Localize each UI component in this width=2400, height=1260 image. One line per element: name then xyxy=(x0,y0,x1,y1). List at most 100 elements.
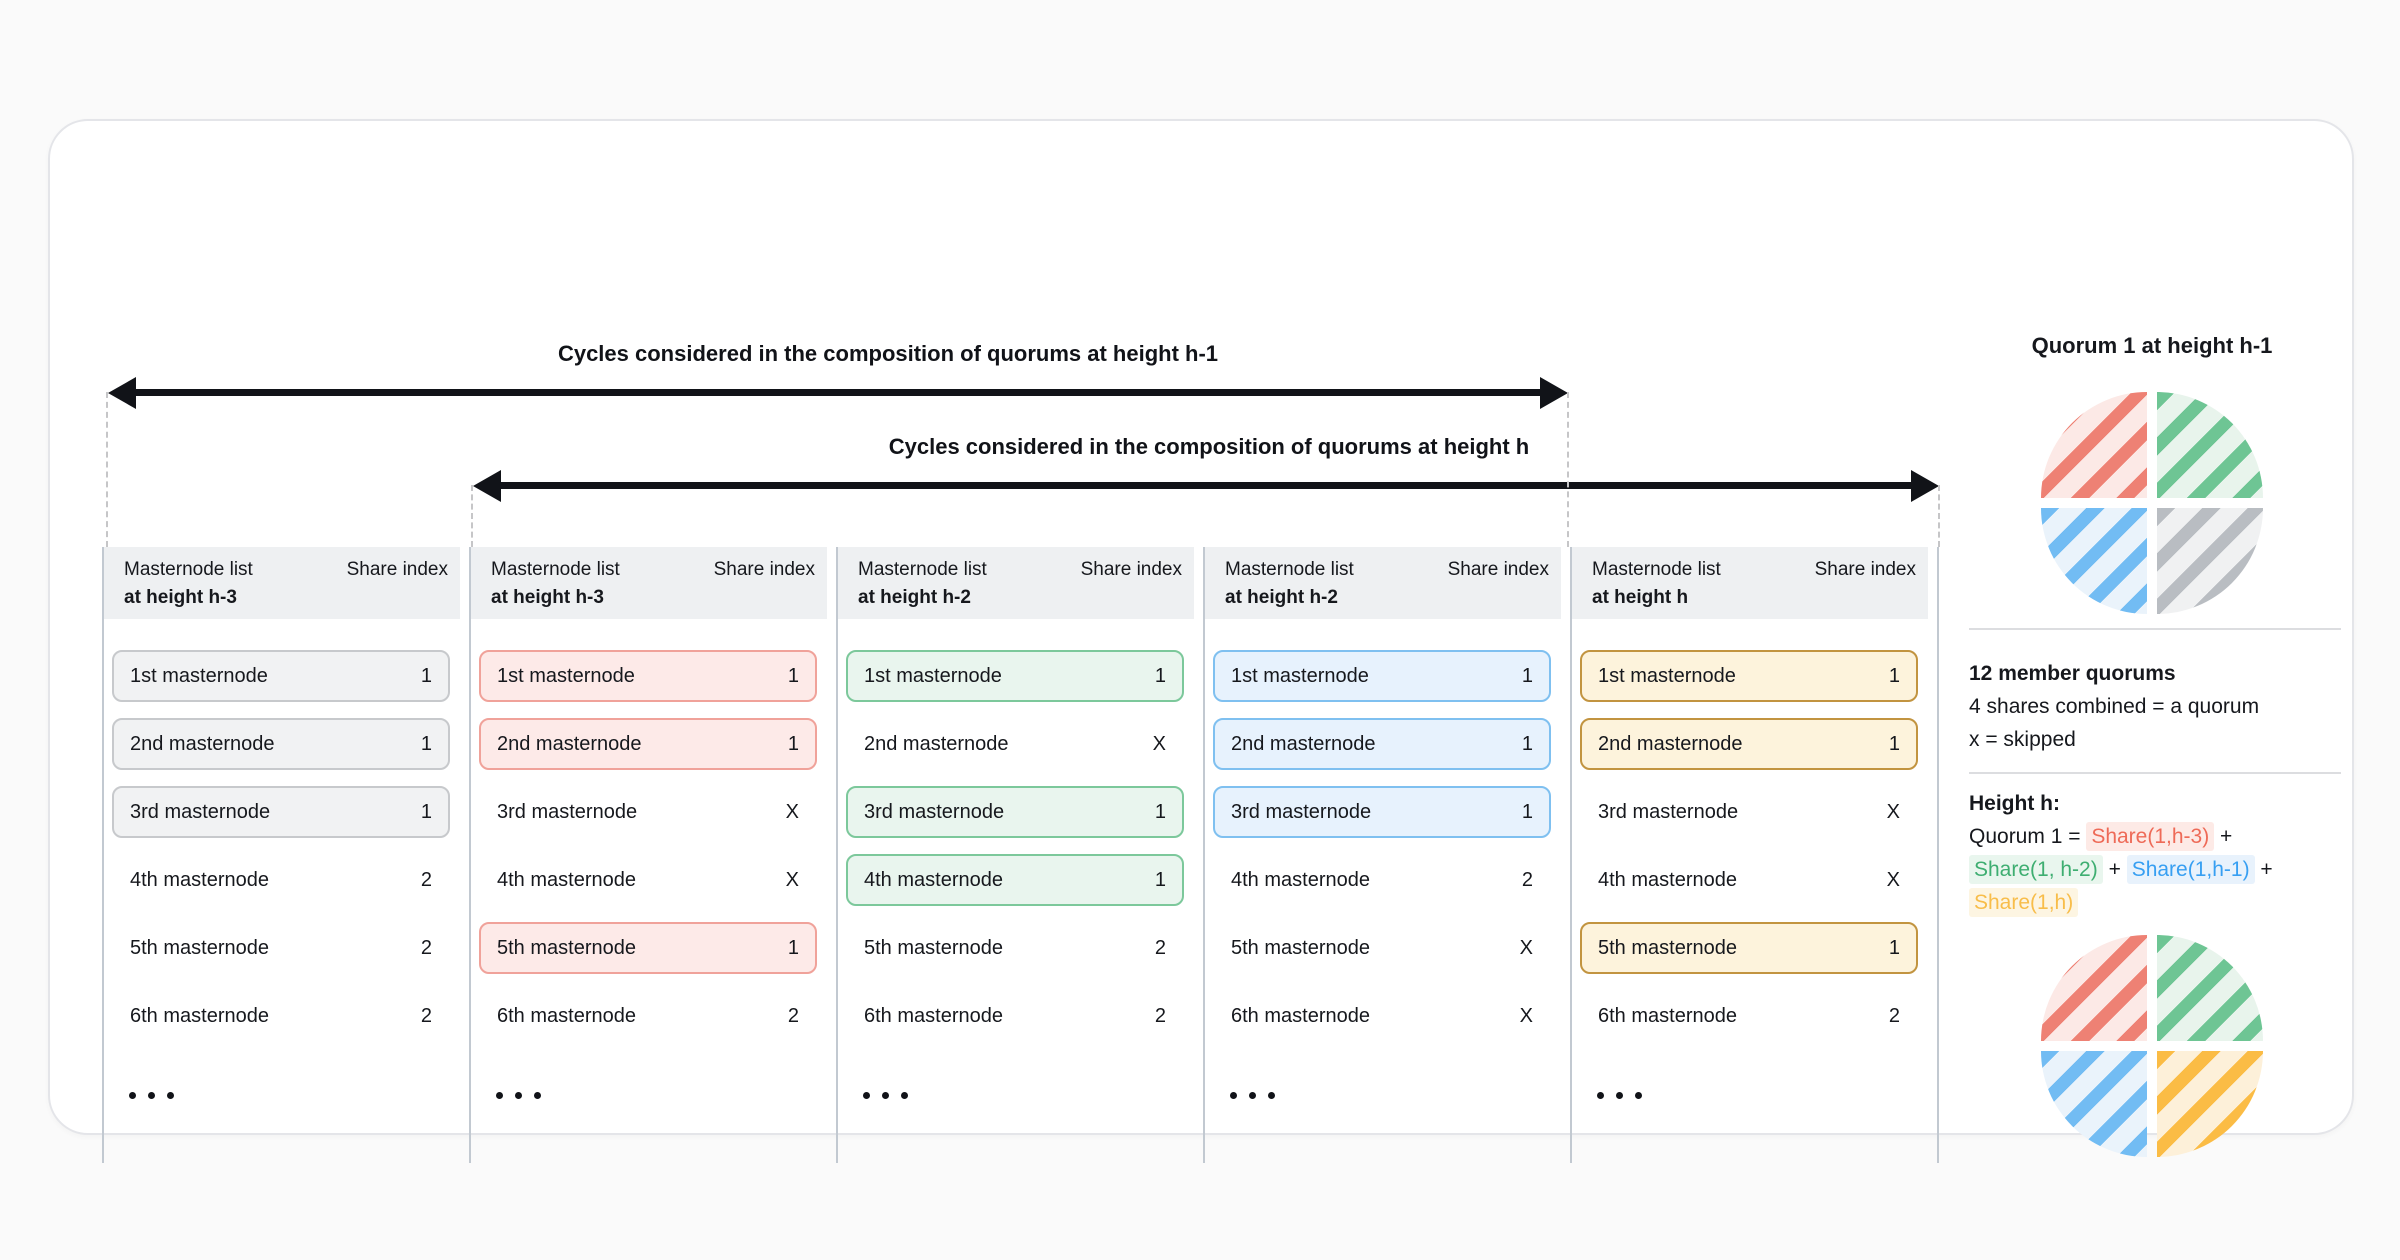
masternode-label: 6th masternode xyxy=(497,1004,636,1027)
masternode-row: 5th masternode 1 xyxy=(1580,922,1918,974)
quorum-h-1-pie xyxy=(2041,392,2263,614)
share-index-value: 1 xyxy=(420,732,432,755)
share-index-value: 1 xyxy=(1154,868,1166,891)
share-index-value: 2 xyxy=(420,1004,432,1027)
masternode-row: 4th masternode 2 xyxy=(1213,854,1551,906)
plus-sign: + xyxy=(2108,858,2121,881)
share-index-value: 1 xyxy=(1888,732,1900,755)
share-index-value: 1 xyxy=(1521,664,1533,687)
masternode-label: 4th masternode xyxy=(864,868,1003,891)
masternode-row: 3rd masternode 1 xyxy=(112,786,450,838)
formula-line-1: Quorum 1 = Share(1,h-3) + xyxy=(1969,820,2379,853)
column-header-height: at height h xyxy=(1592,587,1689,608)
ellipsis xyxy=(496,1092,827,1099)
masternode-row: 6th masternode X xyxy=(1213,990,1551,1042)
masternode-label: 5th masternode xyxy=(130,936,269,959)
masternode-label: 2nd masternode xyxy=(1231,732,1376,755)
masternode-row: 2nd masternode 1 xyxy=(112,718,450,770)
masternode-row: 2nd masternode 1 xyxy=(479,718,817,770)
masternode-label: 4th masternode xyxy=(1231,868,1370,891)
column-header-title: Masternode list xyxy=(1592,559,1721,580)
legend-line-skipped: x = skipped xyxy=(1969,728,2076,751)
masternode-label: 2nd masternode xyxy=(864,732,1009,755)
masternode-label: 5th masternode xyxy=(1231,936,1370,959)
share-index-value: 1 xyxy=(1888,664,1900,687)
double-arrow-height-h-1 xyxy=(136,389,1540,396)
share-index-value: 2 xyxy=(1154,1004,1166,1027)
column-header: Masternode list Share index at height h-… xyxy=(104,547,460,619)
masternode-column: Masternode list Share index at height h-… xyxy=(469,547,827,1163)
red-striped-quadrant xyxy=(2041,392,2147,498)
masternode-row: 2nd masternode 1 xyxy=(1580,718,1918,770)
share-index-value: 2 xyxy=(1154,936,1166,959)
legend-line-shares: 4 shares combined = a quorum xyxy=(1969,695,2260,718)
formula-line-3: Share(1,h) xyxy=(1969,886,2379,919)
masternode-row: 4th masternode X xyxy=(479,854,817,906)
column-rows: 1st masternode 1 2nd masternode 1 3rd master… xyxy=(1572,619,1928,1042)
share-index-header: Share index xyxy=(1814,559,1916,580)
blue-striped-quadrant xyxy=(2041,508,2147,614)
blue-striped-quadrant xyxy=(2041,1051,2147,1157)
masternode-label: 6th masternode xyxy=(1231,1004,1370,1027)
column-end-divider xyxy=(1937,547,1939,1163)
share-index-value: 1 xyxy=(1154,664,1166,687)
masternode-row: 5th masternode 1 xyxy=(479,922,817,974)
yellow-striped-quadrant xyxy=(2157,1051,2263,1157)
share-index-value: 2 xyxy=(420,868,432,891)
masternode-label: 2nd masternode xyxy=(497,732,642,755)
masternode-label: 6th masternode xyxy=(130,1004,269,1027)
masternode-row: 3rd masternode X xyxy=(479,786,817,838)
share-index-header: Share index xyxy=(1080,559,1182,580)
ellipsis xyxy=(129,1092,460,1099)
column-header-height: at height h-2 xyxy=(858,587,971,608)
share-term-h-2: Share(1, h-2) xyxy=(1969,855,2103,884)
masternode-label: 5th masternode xyxy=(1598,936,1737,959)
share-index-value: X xyxy=(1886,800,1900,823)
diagram-card: Cycles considered in the composition of … xyxy=(48,119,2354,1163)
share-index-value: 2 xyxy=(1521,868,1533,891)
masternode-label: 2nd masternode xyxy=(130,732,275,755)
dashed-guide xyxy=(106,392,108,547)
share-index-value: 1 xyxy=(787,664,799,687)
masternode-row: 2nd masternode 1 xyxy=(1213,718,1551,770)
share-index-value: X xyxy=(1886,868,1900,891)
masternode-row: 1st masternode 1 xyxy=(479,650,817,702)
masternode-column: Masternode list Share index at height h-… xyxy=(836,547,1194,1163)
column-header-title: Masternode list xyxy=(858,559,987,580)
masternode-label: 3rd masternode xyxy=(1231,800,1372,823)
double-arrow-height-h xyxy=(501,482,1911,489)
ellipsis xyxy=(1597,1092,1928,1099)
share-index-value: 2 xyxy=(787,1004,799,1027)
column-rows: 1st masternode 1 2nd masternode 1 3rd master… xyxy=(471,619,827,1042)
masternode-column: Masternode list Share index at height h-… xyxy=(1203,547,1561,1163)
masternode-label: 1st masternode xyxy=(497,664,635,687)
formula-line-2: Share(1, h-2) + Share(1,h-1) + xyxy=(1969,853,2379,886)
masternode-label: 4th masternode xyxy=(1598,868,1737,891)
share-term-h: Share(1,h) xyxy=(1969,888,2079,917)
masternode-row: 1st masternode 1 xyxy=(1580,650,1918,702)
masternode-label: 6th masternode xyxy=(1598,1004,1737,1027)
green-striped-quadrant xyxy=(2157,935,2263,1041)
share-index-value: 1 xyxy=(1521,732,1533,755)
column-header-title: Masternode list xyxy=(1225,559,1354,580)
dashed-guide xyxy=(471,485,473,547)
masternode-row: 1st masternode 1 xyxy=(112,650,450,702)
masternode-row: 3rd masternode 1 xyxy=(846,786,1184,838)
quorum-h-pie xyxy=(2041,935,2263,1157)
masternode-row: 4th masternode 1 xyxy=(846,854,1184,906)
masternode-label: 4th masternode xyxy=(130,868,269,891)
share-index-value: 1 xyxy=(420,664,432,687)
arrow-label-height-h-1: Cycles considered in the composition of … xyxy=(557,341,1219,366)
masternode-row: 2nd masternode X xyxy=(846,718,1184,770)
masternode-label: 2nd masternode xyxy=(1598,732,1743,755)
column-header-height: at height h-2 xyxy=(1225,587,1338,608)
share-index-value: 2 xyxy=(420,936,432,959)
divider xyxy=(1969,628,2341,630)
share-index-value: X xyxy=(1519,1004,1533,1027)
column-header-title: Masternode list xyxy=(124,559,253,580)
share-index-value: 1 xyxy=(420,800,432,823)
columns: Masternode list Share index at height h-… xyxy=(102,547,1939,1163)
quorum-title: Quorum 1 at height h-1 xyxy=(2031,333,2273,358)
share-index-value: 1 xyxy=(787,732,799,755)
